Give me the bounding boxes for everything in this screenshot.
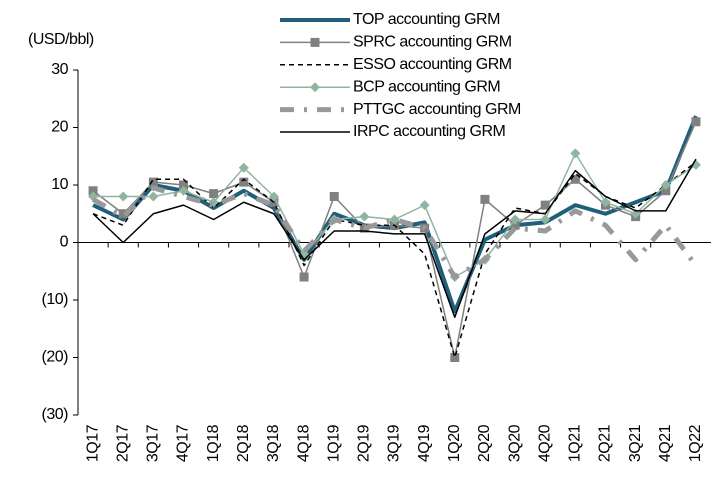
marker — [118, 191, 129, 202]
marker — [570, 148, 581, 159]
legend-marker — [310, 82, 320, 93]
marker — [148, 177, 158, 187]
marker — [600, 197, 611, 208]
x-tick-label: 4Q17 — [175, 424, 192, 462]
marker — [238, 162, 249, 173]
marker — [268, 191, 279, 202]
legend-label: IRPC accounting GRM — [353, 123, 506, 140]
legend-label: TOP accounting GRM — [353, 11, 500, 28]
series-line — [92, 121, 697, 359]
marker — [118, 209, 128, 219]
marker — [510, 214, 521, 225]
marker — [179, 180, 188, 190]
y-tick-label: 10 — [51, 176, 68, 193]
marker — [691, 117, 701, 127]
legend-label: ESSO accounting GRM — [353, 56, 512, 73]
y-tick-label: 20 — [51, 119, 68, 136]
marker — [540, 214, 551, 225]
y-tick-label: 30 — [51, 61, 68, 78]
x-tick-label: 1Q21 — [567, 424, 584, 462]
marker — [88, 186, 98, 196]
marker — [480, 194, 490, 204]
x-tick-label: 1Q17 — [84, 424, 101, 462]
marker — [570, 174, 580, 184]
legend-label: PTTGC accounting GRM — [353, 101, 521, 118]
x-tick-label: 3Q18 — [265, 424, 282, 462]
x-tick-label: 1Q22 — [687, 424, 704, 462]
x-tick-label: 3Q21 — [627, 424, 644, 462]
marker — [450, 353, 460, 362]
marker — [148, 191, 159, 202]
marker — [540, 200, 550, 210]
marker — [389, 214, 400, 225]
marker — [209, 189, 219, 199]
marker — [359, 211, 370, 222]
x-tick-label: 1Q19 — [325, 424, 342, 462]
series-line — [91, 185, 698, 280]
x-tick-label: 4Q18 — [295, 424, 312, 462]
legend-label: SPRC accounting GRM — [353, 34, 512, 51]
legend-label: BCP accounting GRM — [353, 78, 500, 95]
series-line — [92, 158, 697, 318]
x-tick-label: 3Q17 — [145, 424, 162, 462]
marker — [239, 177, 249, 187]
marker — [329, 192, 339, 201]
marker — [419, 200, 430, 211]
x-tick-label: 2Q18 — [235, 424, 252, 462]
series-line — [92, 161, 697, 359]
y-tick-label: (20) — [42, 349, 69, 366]
marker — [661, 186, 671, 196]
x-tick-label: 1Q18 — [205, 424, 222, 462]
x-tick-label: 1Q20 — [446, 424, 463, 462]
x-tick-label: 4Q19 — [416, 424, 433, 462]
series-line — [92, 115, 698, 314]
x-tick-label: 4Q20 — [536, 424, 553, 462]
x-tick-label: 2Q21 — [597, 424, 614, 462]
x-tick-label: 3Q20 — [506, 424, 523, 462]
marker — [660, 180, 671, 190]
x-tick-label: 2Q20 — [476, 424, 493, 462]
y-axis-label: (USD/bbl) — [28, 31, 94, 48]
x-tick-label: 2Q19 — [356, 424, 373, 462]
y-tick-label: 0 — [60, 234, 69, 251]
y-tick-label: (10) — [42, 291, 69, 308]
x-tick-label: 4Q21 — [657, 424, 674, 462]
marker — [510, 220, 520, 230]
marker — [178, 185, 189, 196]
x-tick-label: 2Q17 — [114, 424, 131, 462]
legend-marker — [310, 37, 320, 47]
marker — [299, 272, 309, 282]
x-tick-label: 3Q19 — [386, 424, 403, 462]
y-tick-label: (30) — [42, 406, 69, 423]
